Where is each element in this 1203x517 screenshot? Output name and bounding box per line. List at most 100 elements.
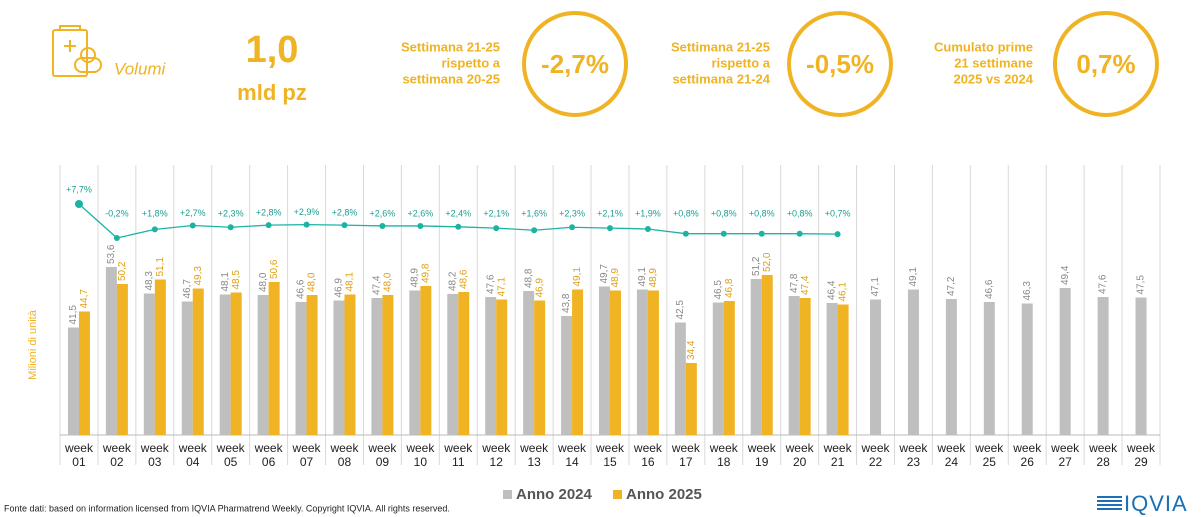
line-label: +2,1% [483,208,509,218]
bar [257,295,269,435]
x-tick-label: week 05 [216,441,245,469]
line-label: +1,9% [635,208,661,218]
x-tick-label: week 29 [1127,441,1156,469]
value-label: 48,8 [523,268,534,288]
bar [826,303,838,435]
value-label: 50,6 [269,259,280,279]
bar [496,299,508,435]
x-tick-label: week 15 [595,441,624,469]
change-point [341,222,348,229]
value-label: 48,1 [345,272,356,292]
value-label: 44,7 [79,289,90,309]
line-label: +2,7% [180,208,206,218]
bar [599,286,610,435]
line-label: +2,6% [407,208,433,218]
value-label: 46,9 [334,278,345,298]
change-point [113,235,120,241]
line-label: +2,8% [256,207,282,217]
line-label: +2,3% [218,208,244,218]
bar [143,293,155,435]
bar [181,301,193,435]
bar [983,302,995,435]
x-tick-label: week 07 [292,441,321,469]
kpi-value: -0,5% [806,49,874,79]
bar [219,294,231,435]
value-label: 47,8 [789,273,800,293]
bar [344,294,356,435]
x-tick-label: week 24 [937,441,966,469]
kpi-text: rispetto a [711,55,770,70]
kpi-text: settimana 20-25 [402,71,500,86]
change-point [834,231,841,238]
x-tick-label: week 19 [747,441,776,469]
line-label: +0,8% [787,208,813,218]
value-label: 46,6 [984,279,995,299]
bar [485,297,497,435]
value-label: 52,0 [762,252,773,272]
bar [799,298,811,435]
x-tick-label: week 27 [1051,441,1080,469]
value-label: 48,0 [258,272,269,292]
line-label: +0,7% [825,208,851,218]
x-tick-label: week 02 [102,441,131,469]
y-axis-label: Milioni di unità [27,309,39,380]
value-label: 48,0 [383,272,394,292]
value-label: 47,4 [800,275,811,295]
bar [750,279,762,435]
value-label: 49,1 [908,267,919,287]
bar [67,327,79,435]
value-label: 47,5 [1136,275,1147,295]
legend-label: Anno 2024 [516,486,593,503]
value-label: 47,1 [870,277,881,297]
bar [647,290,659,435]
source: Fonte dati: based on information license… [4,503,450,513]
kpi-value: -2,7% [541,49,609,79]
value-label: 51,2 [751,256,762,276]
bar [636,289,648,435]
change-point [189,222,196,229]
x-tick-label: week 11 [444,441,473,469]
bar [534,300,546,435]
change-point [303,221,310,228]
value-label: 46,3 [1022,281,1033,301]
value-label: 49,3 [193,266,204,286]
change-point [74,200,83,208]
x-tick-label: week 04 [178,441,207,469]
value-label: 48,5 [231,270,242,290]
kpi-value: 0,7% [1076,49,1135,79]
change-point [417,222,424,229]
bar [371,298,383,435]
value-label: 48,1 [220,272,231,292]
bar [268,282,280,435]
value-label: 51,1 [155,257,166,277]
x-tick-label: week 25 [975,441,1004,469]
value-label: 46,8 [724,278,735,298]
value-label: 41,5 [68,305,79,325]
value-label: 43,8 [561,293,572,313]
change-point [644,225,651,232]
value-label: 53,6 [106,244,117,264]
x-tick-label: week 13 [520,441,549,469]
value-label: 49,8 [420,263,431,283]
value-label: 47,2 [946,276,957,296]
line-label: +1,6% [521,208,547,218]
bar [447,294,459,435]
x-tick-label: week 17 [671,441,700,469]
value-label: 47,4 [372,275,383,295]
change-point [607,225,613,232]
value-label: 48,0 [307,272,318,292]
legend-label: Anno 2025 [626,486,702,503]
change-point [682,230,689,237]
line-label: +2,6% [370,208,396,218]
bar [723,301,735,435]
kpi-text: rispetto a [441,55,500,70]
value-label: 47,6 [1098,274,1109,294]
value-label: 49,4 [1060,265,1071,285]
bar [192,288,204,435]
bar [712,302,724,435]
line-label: +0,8% [711,208,737,218]
value-label: 48,3 [144,271,155,291]
kpi-text: Settimana 21-25 [671,39,770,54]
